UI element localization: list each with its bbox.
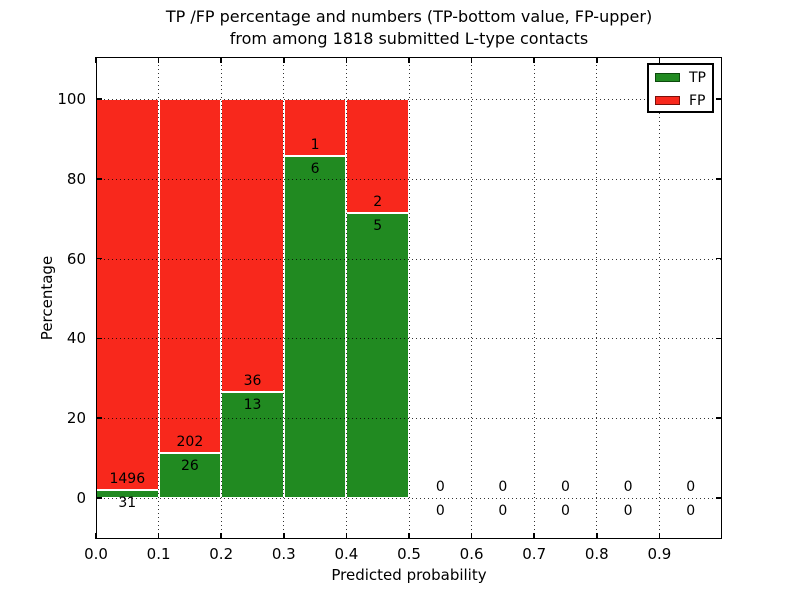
y-tick-label: 60 — [66, 249, 86, 268]
fp-count-label: 202 — [176, 433, 204, 450]
fp-legend-label: FP — [689, 92, 706, 109]
bar-segment-fp — [346, 99, 409, 213]
tp-count-label: 6 — [310, 161, 320, 178]
tp-count-label: 13 — [243, 397, 262, 414]
tp-count-label: 5 — [373, 217, 383, 234]
fp-count-label: 1 — [310, 137, 320, 154]
x-tick-label: 0.8 — [584, 545, 609, 563]
tp-count-label: 31 — [118, 494, 137, 511]
chart-title-line1: TP /FP percentage and numbers (TP-bottom… — [165, 7, 653, 26]
x-axis-label: Predicted probability — [331, 566, 487, 584]
fp-count-label: 0 — [435, 479, 445, 495]
x-tick-label: 0.7 — [522, 545, 547, 563]
x-tick-label: 0.3 — [271, 545, 296, 563]
tp-legend-label: TP — [689, 69, 706, 86]
tp-count-label: 0 — [623, 503, 633, 519]
fp-count-label: 0 — [686, 479, 696, 495]
fp-legend-swatch — [655, 96, 680, 105]
x-tick-label: 0.2 — [209, 545, 234, 563]
fp-count-label: 0 — [498, 479, 508, 495]
y-tick-label: 40 — [66, 329, 86, 348]
tp-count-label: 0 — [498, 503, 508, 519]
y-tick-label: 100 — [57, 90, 86, 108]
x-tick-label: 0.0 — [84, 545, 108, 563]
tp-count-label: 26 — [180, 457, 199, 474]
bar-segment-tp — [283, 156, 347, 498]
legend-box: TP FP — [647, 63, 714, 113]
y-tick-label: 0 — [76, 489, 86, 507]
x-tick-label: 0.6 — [459, 545, 484, 563]
legend-entry-fp: FP — [649, 90, 712, 111]
bar-segment-tp — [221, 392, 284, 498]
y-tick-label: 80 — [66, 169, 86, 188]
fp-count-label: 2 — [373, 193, 383, 210]
x-tick-label: 0.9 — [647, 545, 672, 563]
bar-segment-fp — [283, 99, 347, 157]
y-tick-label: 20 — [66, 409, 86, 428]
bar-count-labels-layer: 1496 31 202 26 36 13 1 6 2 5 0 0 0 0 0 0 0 0 0 0 — [96, 57, 722, 539]
fp-count-label: 36 — [243, 373, 262, 390]
tp-count-label: 0 — [435, 503, 445, 519]
tp-count-label: 0 — [686, 503, 696, 519]
chart-title-line2: from among 1818 submitted L-type contact… — [229, 29, 589, 48]
x-tick-label: 0.1 — [146, 545, 171, 563]
fp-count-label: 1496 — [109, 470, 146, 487]
chart-title: TP /FP percentage and numbers (TP-bottom… — [9, 6, 800, 50]
tp-legend-swatch — [655, 73, 680, 82]
legend-entry-tp: TP — [649, 67, 712, 88]
x-tick-label: 0.4 — [334, 545, 359, 563]
x-tick-label: 0.5 — [397, 545, 421, 563]
fp-count-label: 0 — [561, 479, 570, 495]
y-axis-label: Percentage — [38, 255, 56, 341]
tp-count-label: 0 — [561, 503, 570, 519]
bar-segment-tp — [346, 212, 409, 498]
fp-count-label: 0 — [623, 479, 633, 495]
plot-area: 1496 31 202 26 36 13 1 6 2 5 0 0 0 0 0 0 0 0 0 0 TP FP — [95, 57, 722, 539]
